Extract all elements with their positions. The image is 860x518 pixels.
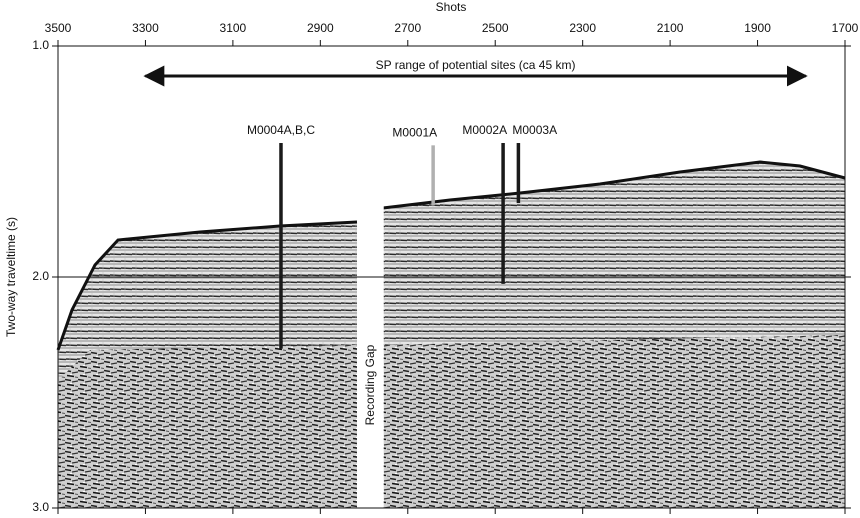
x-tick-label: 2300 (569, 21, 596, 35)
y-tick-label: 1.0 (32, 38, 49, 52)
x-tick-label: 2900 (307, 21, 334, 35)
seismic-image (56, 160, 846, 508)
y-tick-label: 2.0 (32, 269, 49, 283)
site-label: M0002A (462, 123, 507, 137)
y-tick-label: 3.0 (32, 500, 49, 514)
x-tick-label: 1700 (832, 21, 859, 35)
x-tick-label: 3500 (45, 21, 72, 35)
x-tick-label: 2100 (657, 21, 684, 35)
x-tick-label: 3300 (132, 21, 159, 35)
x-tick-label: 1900 (744, 21, 771, 35)
site-label: M0004A,B,C (247, 123, 315, 137)
x-tick-label: 3100 (220, 21, 247, 35)
y-axis-label: Two-way traveltime (s) (4, 217, 18, 337)
site-label: M0001A (392, 126, 437, 140)
x-axis-label: Shots (436, 0, 467, 14)
gap-label: Recording Gap (363, 344, 377, 425)
x-tick-label: 2500 (482, 21, 509, 35)
range-label: SP range of potential sites (ca 45 km) (376, 58, 576, 72)
site-label: M0003A (512, 123, 557, 137)
x-tick-label: 2700 (394, 21, 421, 35)
